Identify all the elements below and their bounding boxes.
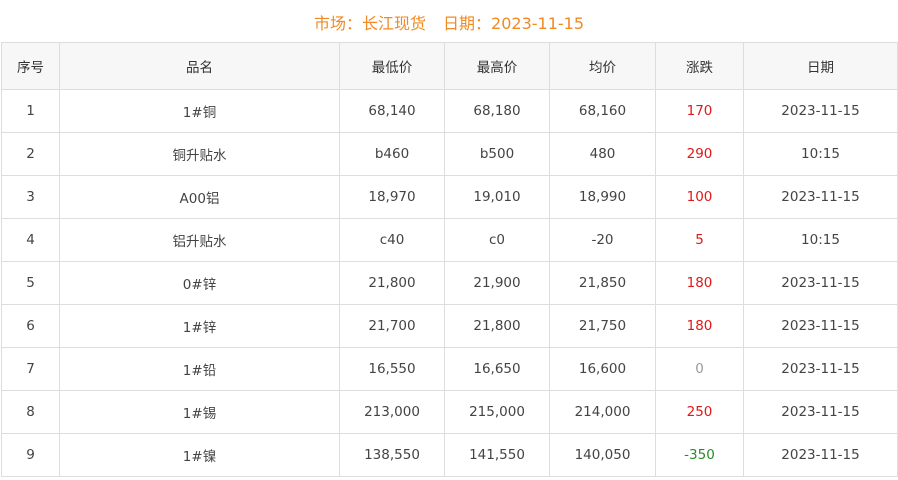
cell-low: 213,000	[339, 390, 445, 434]
cell-name: A00铝	[59, 175, 340, 219]
cell-change: 100	[655, 175, 744, 219]
cell-low: 21,700	[339, 304, 445, 348]
table-row: 3 A00铝 18,970 19,010 18,990 100 2023-11-15	[1, 175, 898, 219]
col-low: 最低价	[339, 42, 445, 90]
table-row: 8 1#锡 213,000 215,000 214,000 250 2023-11-15	[1, 390, 898, 434]
cell-change: 250	[655, 390, 744, 434]
page-title: 市场：长江现货 日期：2023-11-15	[0, 10, 898, 34]
cell-avg: 68,160	[549, 89, 656, 133]
market-label: 市场：长江现货	[313, 14, 426, 33]
table-row: 4 铝升贴水 c40 c0 -20 5 10:15	[1, 218, 898, 262]
cell-change: 180	[655, 304, 744, 348]
cell-date: 2023-11-15	[743, 175, 898, 219]
cell-avg: 140,050	[549, 433, 656, 477]
cell-avg: 21,750	[549, 304, 656, 348]
cell-avg: 16,600	[549, 347, 656, 391]
cell-no: 2	[1, 132, 60, 176]
cell-high: b500	[444, 132, 550, 176]
cell-high: 19,010	[444, 175, 550, 219]
cell-name: 1#镍	[59, 433, 340, 477]
cell-low: 68,140	[339, 89, 445, 133]
col-name: 品名	[59, 42, 340, 90]
cell-date: 2023-11-15	[743, 304, 898, 348]
cell-no: 4	[1, 218, 60, 262]
cell-date: 2023-11-15	[743, 433, 898, 477]
cell-name: 0#锌	[59, 261, 340, 305]
cell-avg: 18,990	[549, 175, 656, 219]
table-row: 6 1#锌 21,700 21,800 21,750 180 2023-11-15	[1, 304, 898, 348]
cell-date: 2023-11-15	[743, 89, 898, 133]
cell-name: 1#锌	[59, 304, 340, 348]
cell-no: 8	[1, 390, 60, 434]
cell-change: 5	[655, 218, 744, 262]
cell-low: 18,970	[339, 175, 445, 219]
cell-change: 0	[655, 347, 744, 391]
cell-change: 170	[655, 89, 744, 133]
col-no: 序号	[1, 42, 60, 90]
cell-high: 141,550	[444, 433, 550, 477]
cell-low: 16,550	[339, 347, 445, 391]
cell-change: -350	[655, 433, 744, 477]
cell-change: 290	[655, 132, 744, 176]
cell-high: 16,650	[444, 347, 550, 391]
table-header: 序号 品名 最低价 最高价 均价 涨跌 日期	[1, 42, 898, 90]
cell-avg: 21,850	[549, 261, 656, 305]
cell-date: 2023-11-15	[743, 347, 898, 391]
cell-avg: 480	[549, 132, 656, 176]
date-label: 日期：2023-11-15	[443, 14, 585, 33]
cell-low: 21,800	[339, 261, 445, 305]
table-row: 9 1#镍 138,550 141,550 140,050 -350 2023-11-15	[1, 433, 898, 477]
cell-no: 6	[1, 304, 60, 348]
cell-date: 2023-11-15	[743, 390, 898, 434]
cell-low: 138,550	[339, 433, 445, 477]
table-row: 7 1#铅 16,550 16,650 16,600 0 2023-11-15	[1, 347, 898, 391]
table-row: 5 0#锌 21,800 21,900 21,850 180 2023-11-15	[1, 261, 898, 305]
cell-no: 9	[1, 433, 60, 477]
cell-no: 7	[1, 347, 60, 391]
cell-date: 10:15	[743, 132, 898, 176]
cell-high: c0	[444, 218, 550, 262]
cell-name: 铝升贴水	[59, 218, 340, 262]
cell-date: 10:15	[743, 218, 898, 262]
cell-name: 1#铅	[59, 347, 340, 391]
cell-date: 2023-11-15	[743, 261, 898, 305]
cell-low: c40	[339, 218, 445, 262]
col-high: 最高价	[444, 42, 550, 90]
cell-name: 1#铜	[59, 89, 340, 133]
cell-avg: -20	[549, 218, 656, 262]
price-table: 序号 品名 最低价 最高价 均价 涨跌 日期 1 1#铜 68,140 68,180 6…	[1, 42, 898, 477]
cell-high: 68,180	[444, 89, 550, 133]
cell-no: 1	[1, 89, 60, 133]
col-date: 日期	[743, 42, 898, 90]
cell-low: b460	[339, 132, 445, 176]
table-row: 1 1#铜 68,140 68,180 68,160 170 2023-11-15	[1, 89, 898, 133]
cell-high: 215,000	[444, 390, 550, 434]
col-change: 涨跌	[655, 42, 744, 90]
cell-name: 1#锡	[59, 390, 340, 434]
cell-high: 21,900	[444, 261, 550, 305]
cell-no: 5	[1, 261, 60, 305]
cell-no: 3	[1, 175, 60, 219]
cell-avg: 214,000	[549, 390, 656, 434]
table-row: 2 铜升贴水 b460 b500 480 290 10:15	[1, 132, 898, 176]
cell-name: 铜升贴水	[59, 132, 340, 176]
cell-change: 180	[655, 261, 744, 305]
cell-high: 21,800	[444, 304, 550, 348]
col-avg: 均价	[549, 42, 656, 90]
